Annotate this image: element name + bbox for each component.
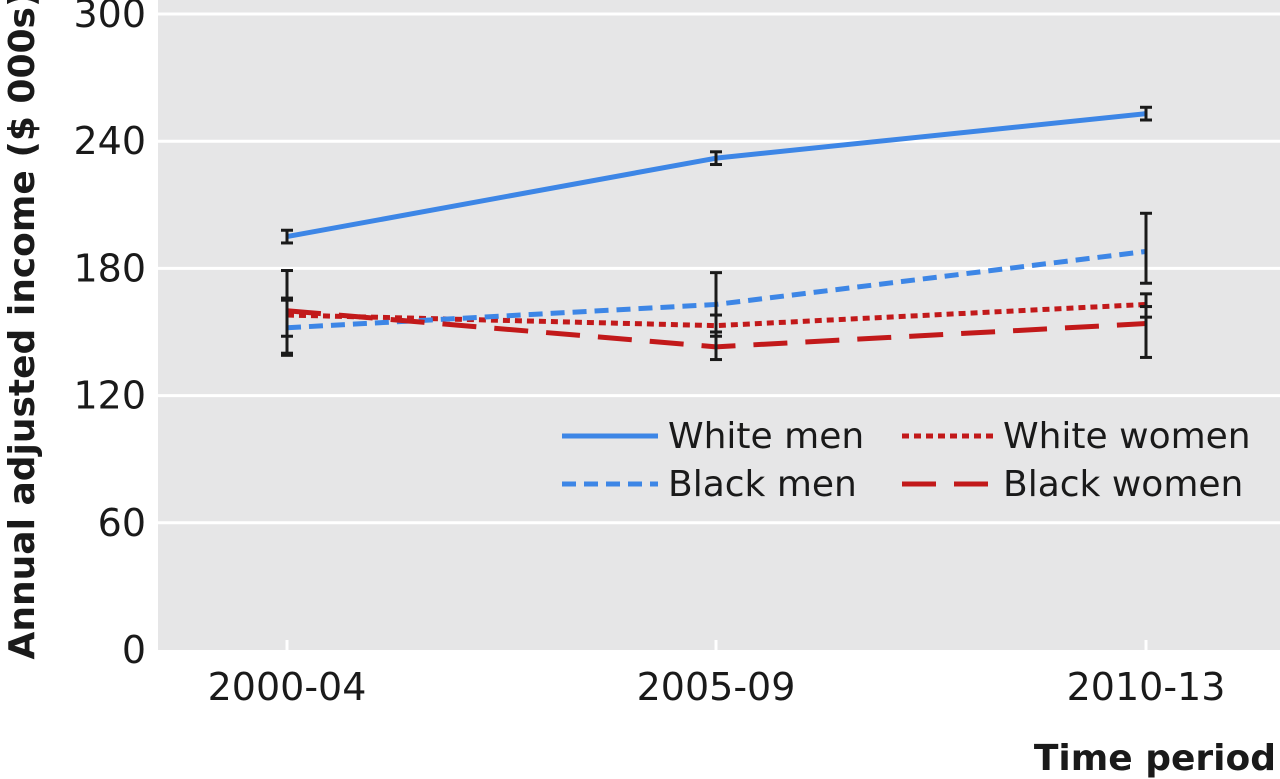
error-bar-white-men [281, 228, 293, 245]
legend-item-white-men: White men [562, 416, 864, 457]
x-axis-title: Time period [1034, 738, 1276, 779]
y-tick-label: 120 [73, 374, 146, 418]
y-axis-title: Annual adjusted income ($ 000s) [2, 0, 43, 659]
y-tick-label: 240 [73, 119, 146, 163]
y-axis-tick-labels: 0 60 120 180 240 300 [73, 0, 146, 672]
error-bars [281, 105, 1152, 362]
error-bar-black-women [710, 330, 722, 362]
x-tick-label: 2010-13 [1067, 665, 1226, 709]
error-bar-black-women [1140, 305, 1152, 359]
error-bar-white-men [1140, 105, 1152, 122]
x-axis-tick-labels: 2000-04 2005-09 2010-13 [208, 665, 1226, 709]
legend-item-black-women: Black women [902, 464, 1243, 505]
x-tick-label: 2005-09 [637, 665, 796, 709]
legend-item-black-men: Black men [562, 464, 857, 505]
x-axis-ticks [285, 640, 1148, 660]
error-bar-black-men [1140, 211, 1152, 285]
legend-label: White men [668, 416, 864, 457]
y-tick-label: 60 [98, 501, 146, 545]
x-tick-label: 2000-04 [208, 665, 367, 709]
error-bar-black-women [281, 296, 293, 355]
legend-label: Black women [1003, 464, 1243, 505]
legend-label: Black men [668, 464, 857, 505]
y-tick-label: 180 [73, 246, 146, 290]
error-bar-white-men [710, 150, 722, 167]
gridlines [158, 12, 1280, 525]
y-tick-label: 0 [122, 628, 146, 672]
legend-label: White women [1003, 416, 1251, 457]
legend-item-white-women: White women [902, 416, 1251, 457]
legend: White men White women Black men Black women [562, 416, 1251, 505]
y-tick-label: 300 [73, 0, 146, 36]
